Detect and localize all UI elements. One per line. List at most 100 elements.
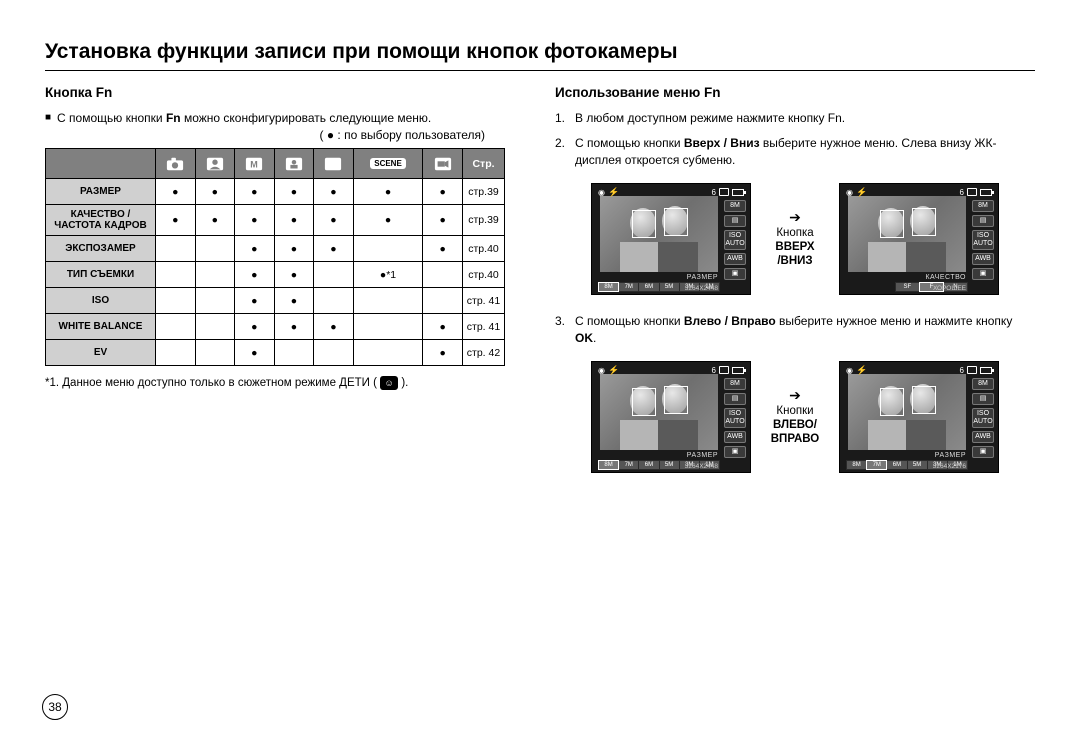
lcd-topbar: ◉⚡ 6: [846, 364, 992, 376]
mode-movie-icon: [423, 149, 463, 179]
mode-scene-icon: SCENE: [353, 149, 423, 179]
arrow2-l1: Кнопки: [776, 405, 813, 417]
fn-table-header-row: M SCENE Стр.: [46, 149, 505, 179]
intro-bold: Fn: [166, 111, 181, 125]
page-ref: стр.40: [463, 236, 505, 262]
dot-cell: ●: [156, 205, 196, 236]
dot-cell: [353, 314, 423, 340]
dot-cell: ●: [274, 262, 314, 288]
af-frame: [632, 210, 656, 238]
iso-chip: ISOAUTO: [972, 230, 994, 250]
dot-cell: ●: [235, 262, 275, 288]
af-frame: [912, 386, 936, 414]
card-icon: [719, 366, 729, 374]
quality-chip: 8M: [972, 378, 994, 390]
person-body: [868, 242, 908, 272]
camera-icon: ◉: [846, 188, 853, 197]
meter-chip: ▣: [724, 446, 746, 458]
left-column: Кнопка Fn ■ С помощью кнопки Fn можно ск…: [45, 85, 525, 491]
lcd-screen-2: ◉⚡ 6 8M ▤ ISOAUTO AWB ▣ КАЧЕСТВО SFFN ХО…: [839, 183, 999, 295]
dot-cell: ●: [195, 179, 235, 205]
battery-icon: [732, 189, 744, 196]
dot-cell: ●: [274, 205, 314, 236]
size-option: 5M: [660, 283, 679, 291]
square-bullet: ■: [45, 110, 51, 126]
dot-cell: [156, 340, 196, 366]
dot-cell: [274, 340, 314, 366]
page-ref: стр. 41: [463, 288, 505, 314]
dot-cell: ●: [156, 179, 196, 205]
awb-chip: AWB: [724, 253, 746, 265]
flash-icon: ⚡: [608, 365, 619, 376]
row-label: РАЗМЕР: [46, 179, 156, 205]
fine-chip: ▤: [724, 215, 746, 227]
dot-cell: [156, 262, 196, 288]
legend: ( ● : по выбору пользователя): [45, 128, 485, 142]
arrow1-l3: /ВНИЗ: [777, 255, 812, 267]
dot-cell: ●: [195, 205, 235, 236]
lcd-right-icons: 8M ▤ ISOAUTO AWB ▣: [970, 378, 996, 468]
person-body: [906, 420, 946, 450]
camera-icon: ◉: [846, 366, 853, 375]
fine-chip: ▤: [724, 393, 746, 405]
iso-chip: ISOAUTO: [724, 230, 746, 250]
lcd-topbar: ◉⚡ 6: [846, 186, 992, 198]
intro-pre: С помощью кнопки: [57, 111, 166, 125]
dot-cell: ●: [274, 288, 314, 314]
title-rule: [45, 70, 1035, 71]
step-3-num: 3.: [555, 313, 569, 347]
page-ref: стр. 41: [463, 314, 505, 340]
mode-manual-icon: [274, 149, 314, 179]
dot-cell: ●: [353, 205, 423, 236]
size-option: 7M: [867, 461, 886, 469]
dot-cell: ●: [235, 236, 275, 262]
flash-icon: ⚡: [856, 365, 867, 376]
step-1: 1. В любом доступном режиме нажмите кноп…: [555, 110, 1035, 127]
dot-cell: [353, 288, 423, 314]
submenu-label: РАЗМЕР: [598, 274, 720, 281]
size-option: 6M: [639, 461, 658, 469]
person-body: [658, 420, 698, 450]
arrow-label-updown: ➔ Кнопка ВВЕРХ /ВНИЗ: [765, 210, 825, 268]
dot-cell: [314, 262, 354, 288]
figure-row-2: ◉⚡ 6 8M ▤ ISOAUTO AWB ▣ РАЗМЕР 8M7M6M5M3…: [555, 361, 1035, 473]
af-frame: [632, 388, 656, 416]
size-option: 5M: [908, 461, 927, 469]
dot-cell: ●: [314, 205, 354, 236]
step-3: 3. С помощью кнопки Влево / Вправо выбер…: [555, 313, 1035, 347]
dot-cell: [353, 236, 423, 262]
arrow-right-icon: ➔: [765, 210, 825, 224]
awb-chip: AWB: [972, 253, 994, 265]
flash-icon: ⚡: [608, 187, 619, 198]
size-option: 7M: [619, 461, 638, 469]
dot-cell: ●: [274, 179, 314, 205]
camera-icon: ◉: [598, 188, 605, 197]
shots-remaining: 6: [960, 188, 964, 197]
table-row: ЭКСПОЗАМЕР●●●●стр.40: [46, 236, 505, 262]
dot-cell: ●: [423, 179, 463, 205]
dot-cell: ●: [353, 179, 423, 205]
dot-cell: ●: [274, 314, 314, 340]
right-column: Использование меню Fn 1. В любом доступн…: [555, 85, 1035, 491]
size-option: 6M: [887, 461, 906, 469]
size-option: 5M: [660, 461, 679, 469]
table-row: ТИП СЪЕМКИ●●●*1стр.40: [46, 262, 505, 288]
dot-cell: ●: [423, 205, 463, 236]
intro-line: ■ С помощью кнопки Fn можно сконфигуриро…: [45, 110, 525, 126]
dot-cell: [195, 340, 235, 366]
intro-post: можно сконфигурировать следующие меню.: [181, 111, 432, 125]
page-ref: стр. 42: [463, 340, 505, 366]
person-body: [620, 420, 660, 450]
quality-readout: ХОРОШЕЕ: [933, 285, 966, 292]
step-2-bold: Вверх / Вниз: [684, 136, 760, 150]
quality-chip: 8M: [972, 200, 994, 212]
af-frame: [664, 386, 688, 414]
footnote-post: ).: [398, 377, 408, 389]
dot-cell: [314, 340, 354, 366]
dot-cell: [423, 262, 463, 288]
dot-cell: ●: [235, 314, 275, 340]
step-3-post2: .: [593, 331, 596, 345]
lcd-right-icons: 8M ▤ ISOAUTO AWB ▣: [970, 200, 996, 290]
dot-cell: ●: [235, 340, 275, 366]
resolution-readout: 3264X2176: [933, 463, 966, 470]
